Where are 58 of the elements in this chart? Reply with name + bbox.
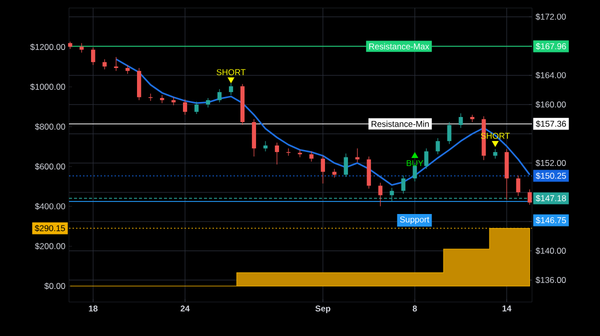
candlestick: [355, 148, 360, 163]
candlestick: [171, 96, 176, 106]
x-tick-label: 18: [88, 306, 98, 312]
point: [492, 141, 499, 148]
candlestick: [436, 138, 440, 155]
x-tick-label: 24: [180, 306, 190, 312]
ref-line-label: $146.75: [536, 216, 566, 224]
candlestick: [516, 175, 520, 196]
candlestick: [447, 122, 452, 144]
ref-line-label: $147.18: [536, 194, 566, 202]
y-tick-label: $172.00: [536, 13, 566, 20]
candlestick: [206, 98, 210, 108]
annotation: Resistance-Max: [369, 43, 430, 50]
y-tick-label: $140.00: [536, 247, 566, 254]
x-tick-label: 14: [502, 306, 512, 312]
ref-line-label: $167.96: [536, 42, 566, 50]
candlestick: [493, 148, 498, 159]
annotation: Support: [400, 216, 430, 224]
candlestick: [228, 83, 234, 96]
y2-tick-label: $600.00: [34, 163, 66, 170]
ref-line-label: $290.15: [34, 224, 65, 232]
y-tick-label: $152.00: [536, 160, 566, 166]
text: SHORT: [216, 69, 246, 76]
candlestick: [263, 140, 268, 152]
candlestick: [378, 182, 382, 206]
candlestick: [274, 142, 280, 165]
y2-tick-label: $0.00: [44, 282, 66, 290]
candlestick: [148, 93, 153, 102]
candlestick: [344, 153, 348, 178]
y-tick-label: $136.00: [536, 276, 566, 284]
y2-tick-label: $400.00: [34, 202, 66, 210]
candlestick: [114, 56, 118, 72]
ref-line-label: $150.25: [536, 172, 566, 180]
y2-tick-label: $1200.00: [30, 44, 66, 50]
annotation: Resistance-Min: [372, 120, 429, 127]
ref-line-label: $157.36: [536, 120, 566, 128]
y-tick-label: $164.00: [536, 72, 566, 79]
candlestick: [298, 150, 302, 158]
candlestick: [91, 47, 96, 66]
y2-tick-label: $200.00: [34, 242, 66, 250]
candlestick: [182, 99, 188, 116]
y-tick-label: $160.00: [536, 101, 566, 108]
candlestick: [458, 113, 463, 128]
point: [411, 152, 418, 158]
x-tick-label: 8: [412, 306, 417, 312]
y2-tick-label: $800.00: [34, 123, 66, 130]
candlestick: [320, 155, 325, 184]
y2-tick-label: $1000.00: [30, 83, 66, 90]
candlestick: [102, 58, 107, 70]
candlestick: [424, 148, 428, 170]
candlestick: [401, 175, 406, 194]
candlestick: [528, 189, 532, 206]
candlestick: [194, 101, 199, 114]
series-label: BUY: [406, 160, 424, 166]
candlestick: [286, 148, 291, 156]
point: [227, 77, 234, 84]
candlestick: [217, 88, 222, 103]
x-tick-label: Sep: [315, 306, 330, 314]
